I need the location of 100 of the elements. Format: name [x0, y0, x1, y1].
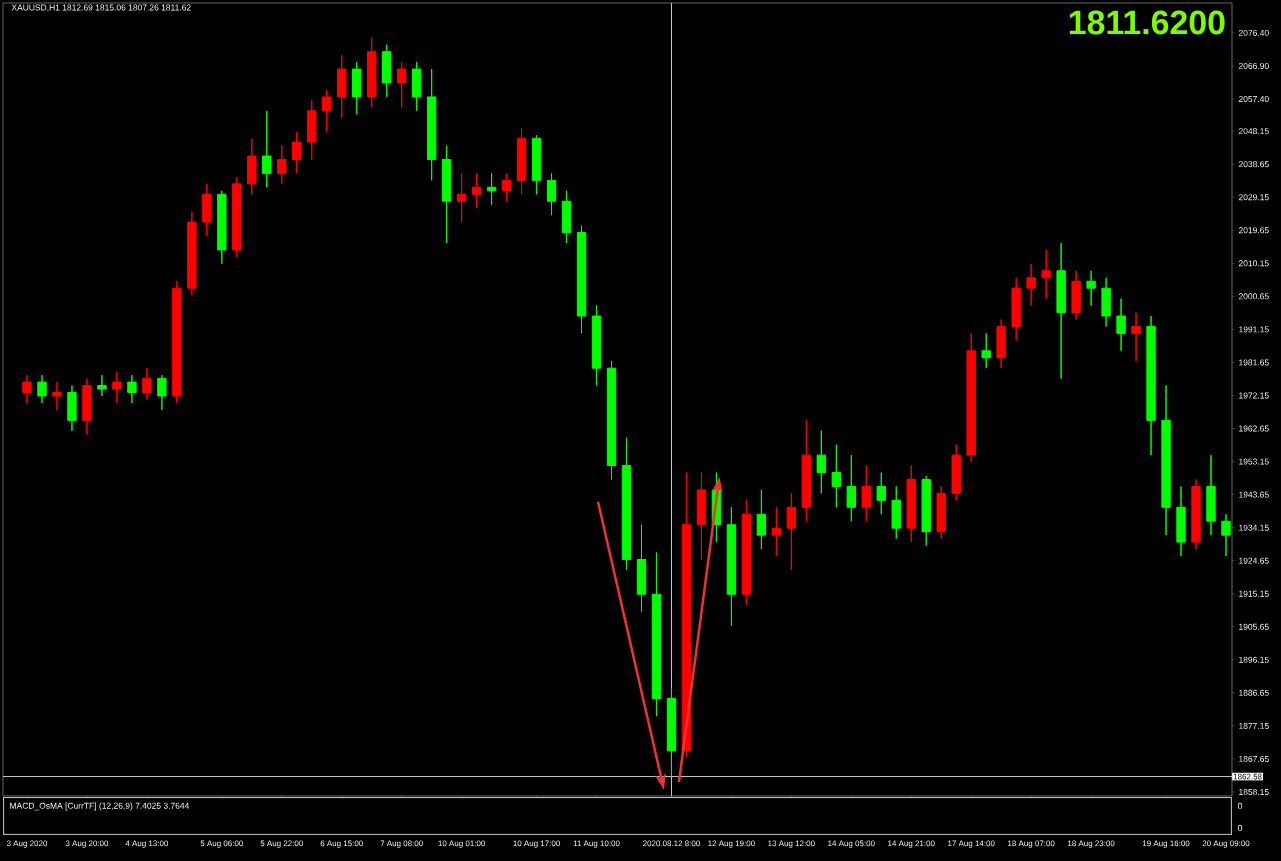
y-tick-label: 2029.15 [1238, 194, 1269, 201]
candlestick [1026, 263, 1036, 307]
candlestick [846, 454, 856, 522]
y-tick-label: 1896.15 [1239, 656, 1269, 663]
candlestick [172, 280, 182, 404]
candlestick [756, 489, 767, 550]
candlestick [127, 374, 137, 404]
candlestick [576, 225, 587, 334]
candlestick [411, 61, 422, 112]
candlestick [1176, 485, 1186, 557]
y-tick-label: 1934.15 [1239, 524, 1269, 531]
candlestick [142, 367, 152, 400]
candlestick [322, 89, 332, 133]
y-tick-label: 2000.65 [1238, 293, 1269, 300]
candlestick [591, 305, 602, 387]
candlestick [726, 506, 737, 627]
y-tick-label: 2057.40 [1238, 95, 1269, 102]
candlestick [1131, 312, 1141, 362]
candlestick [1161, 385, 1171, 536]
candlestick [651, 552, 662, 717]
annotation: 1811.6200 [1069, 10, 1225, 35]
candlestick [202, 183, 212, 237]
y-tick-label: 2076.40 [1238, 29, 1269, 36]
candlestick [816, 430, 827, 494]
candlestick [771, 506, 782, 557]
candlestick [921, 475, 931, 547]
y-tick-label: 2019.65 [1238, 227, 1269, 234]
candlestick [277, 145, 287, 185]
y-tick-label: 1905.65 [1239, 623, 1269, 630]
candlestick [426, 68, 437, 181]
y-tick-label: 2038.65 [1238, 161, 1269, 168]
candlestick [22, 374, 32, 404]
candlestick [531, 134, 542, 195]
text: MACD_OsMA [CurrTF] (12,26,9) 7.4025 3.7644 [10, 802, 190, 811]
candlestick [981, 332, 991, 369]
y-tick-label: 1877.15 [1239, 722, 1269, 729]
candlestick [1071, 270, 1081, 320]
candlestick [1146, 315, 1156, 456]
y-tick-label: 1867.65 [1239, 755, 1269, 762]
candlestick [471, 172, 482, 209]
candlestick [951, 444, 961, 501]
candlestick [381, 44, 392, 98]
candlestick [337, 54, 347, 119]
candlestick [501, 172, 512, 202]
candlestick [1221, 513, 1231, 557]
candlestick [966, 332, 976, 463]
candlestick [666, 687, 677, 778]
candlestick [936, 485, 946, 540]
candlestick [801, 419, 812, 522]
candlestick [1101, 277, 1111, 327]
candlestick [456, 172, 467, 223]
candlestick [217, 190, 227, 265]
y-tick-label: 1924.65 [1239, 557, 1269, 564]
y-tick-label: 2066.90 [1238, 62, 1269, 69]
candlestick [82, 378, 92, 435]
y-tick-label: 1943.65 [1239, 491, 1269, 498]
candlestick [786, 492, 797, 571]
candlestick [1116, 298, 1126, 352]
candlestick [67, 385, 77, 432]
y-tick-label: 2048.15 [1238, 128, 1269, 135]
candlestick [696, 472, 707, 560]
y-tick-label: 1886.65 [1239, 689, 1269, 696]
candlestick [396, 61, 407, 108]
candlestick [516, 127, 527, 195]
candlestick [486, 172, 497, 206]
candlestick [367, 37, 377, 108]
candlestick [546, 172, 557, 216]
y-tick-label: 1972.15 [1239, 392, 1269, 399]
candlestick [247, 138, 257, 195]
candlestick [561, 190, 572, 244]
y-tick-label: 1981.65 [1239, 359, 1269, 366]
candlestick [112, 371, 122, 404]
candlestick [307, 99, 317, 160]
candlestick [232, 176, 242, 258]
candlestick [876, 472, 886, 515]
candlestick [831, 444, 842, 508]
candlestick [741, 499, 752, 606]
y-tick-label: 1991.15 [1239, 326, 1269, 333]
y-tick-label: 1858.15 [1239, 788, 1269, 795]
candlestick [636, 524, 647, 613]
candlestick [37, 374, 47, 404]
candlestick [441, 145, 452, 244]
y-tick-label: 1962.65 [1239, 425, 1269, 432]
candlestick [187, 211, 197, 296]
candlestick [97, 374, 107, 397]
candlestick [52, 381, 62, 411]
candlestick [906, 465, 916, 543]
candlestick [352, 61, 362, 115]
text: 0 [1237, 824, 1243, 832]
candlestick [1011, 277, 1021, 341]
candlestick [157, 374, 167, 411]
y-tick-label: 1915.15 [1239, 590, 1269, 597]
y-tick-label: 2010.15 [1238, 260, 1269, 267]
chart-title: XAUUSD,H1 1812.69 1815.06 1807.26 1811.62 [11, 4, 191, 12]
candlestick [292, 131, 302, 174]
candlestick [1056, 242, 1066, 380]
candlestick [262, 110, 272, 188]
candlestick [1206, 454, 1216, 536]
candlestick [621, 437, 632, 571]
candlestick [1086, 270, 1096, 307]
